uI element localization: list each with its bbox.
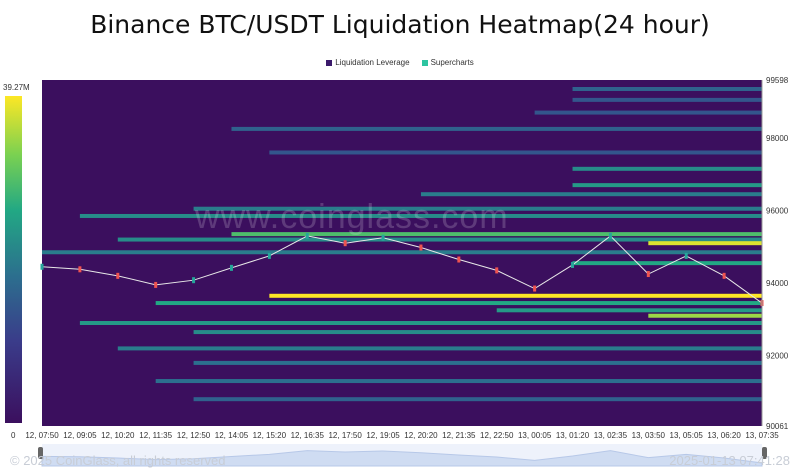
price-line	[41, 235, 763, 304]
x-tick-label: 12, 19:05	[366, 431, 400, 440]
x-tick-label: 12, 21:35	[442, 431, 476, 440]
liquidation-band	[231, 126, 762, 131]
legend-swatch-supercharts	[421, 59, 428, 66]
x-tick-label: 12, 20:20	[404, 431, 438, 440]
x-tick-label: 12, 15:20	[253, 431, 287, 440]
price-candle	[381, 234, 385, 241]
liquidation-band	[269, 293, 762, 298]
x-tick-label: 12, 09:05	[63, 431, 97, 440]
price-candle	[116, 272, 120, 279]
x-tick-label: 12, 11:35	[139, 431, 172, 440]
price-candle	[533, 285, 537, 292]
legend-label-liquidation-leverage: Liquidation Leverage	[335, 58, 410, 67]
y-tick-label: 90061	[766, 422, 789, 431]
liquidation-band	[496, 308, 762, 313]
legend-swatch-liquidation-leverage	[326, 59, 333, 66]
copyright-text: © 2025 CoinGlass, all rights reserved	[10, 453, 226, 468]
price-candle	[722, 272, 726, 279]
y-tick-label: 98000	[766, 134, 789, 143]
liquidation-band	[572, 86, 762, 91]
liquidation-band	[269, 150, 762, 155]
liquidation-band	[79, 321, 763, 326]
legend-label-supercharts: Supercharts	[430, 58, 474, 67]
price-candle	[40, 263, 44, 270]
price-candle	[495, 267, 499, 274]
navigator-area	[41, 450, 763, 467]
y-tick-label: 99598	[766, 76, 789, 85]
x-tick-label: 13, 02:35	[594, 431, 628, 440]
liquidation-band	[648, 313, 762, 318]
liquidation-band	[193, 206, 762, 211]
liquidation-band	[193, 360, 762, 365]
price-candle	[457, 256, 461, 263]
price-candle	[267, 252, 271, 259]
price-candle	[343, 240, 347, 247]
x-tick-label: 12, 10:20	[101, 431, 135, 440]
liquidation-band	[117, 237, 762, 242]
x-tick-label: 12, 17:50	[328, 431, 362, 440]
timestamp-text: 2025-01-13 07:41:28	[669, 453, 790, 468]
price-candle	[78, 266, 82, 273]
liquidation-band	[42, 250, 762, 255]
legend-item-liquidation-leverage[interactable]: Liquidation Leverage	[326, 58, 410, 67]
x-tick-label: 12, 07:50	[25, 431, 59, 440]
chart-title: Binance BTC/USDT Liquidation Heatmap(24 …	[90, 10, 710, 39]
liquidation-band	[79, 213, 763, 218]
y-tick-label: 94000	[766, 279, 789, 288]
liquidation-band	[534, 110, 762, 115]
x-tick-label: 13, 05:05	[670, 431, 704, 440]
liquidation-band	[572, 261, 762, 266]
x-tick-label: 13, 00:05	[518, 431, 552, 440]
price-candle	[571, 261, 575, 268]
x-tick-label: 13, 01:20	[556, 431, 590, 440]
liquidation-band	[155, 379, 762, 384]
x-tick-label: 12, 14:05	[215, 431, 249, 440]
liquidation-band	[420, 192, 762, 197]
liquidation-band	[117, 346, 762, 351]
legend-item-supercharts[interactable]: Supercharts	[421, 58, 474, 67]
price-candle	[229, 264, 233, 271]
liquidation-band	[648, 241, 762, 246]
liquidation-band	[572, 97, 762, 102]
colorbar-max-label: 39.27M	[3, 83, 30, 92]
navigator-right-handle[interactable]	[762, 447, 767, 459]
price-candle	[646, 271, 650, 278]
liquidation-band	[572, 183, 762, 188]
chart-legend: Liquidation Leverage Supercharts	[0, 58, 800, 67]
price-candle	[419, 244, 423, 251]
y-tick-label: 92000	[766, 352, 789, 361]
x-tick-label: 12, 16:35	[291, 431, 325, 440]
price-candle	[305, 232, 309, 239]
liquidation-band	[572, 166, 762, 171]
navigator-left-handle[interactable]	[38, 447, 43, 459]
x-tick-label: 13, 06:20	[707, 431, 741, 440]
x-tick-label: 13, 07:35	[745, 431, 779, 440]
x-tick-label: 12, 22:50	[480, 431, 514, 440]
liquidation-band	[231, 232, 762, 237]
y-tick-label: 96000	[766, 207, 789, 216]
price-candle	[192, 277, 196, 284]
colorbar-gradient[interactable]	[5, 96, 22, 423]
liquidation-band	[155, 301, 762, 306]
x-tick-label: 12, 12:50	[177, 431, 211, 440]
x-tick-label: 13, 03:50	[632, 431, 666, 440]
price-candle	[684, 252, 688, 259]
liquidation-band	[193, 397, 762, 402]
colorbar-min-label: 0	[11, 431, 16, 440]
liquidation-band	[193, 330, 762, 335]
price-candle	[608, 232, 612, 239]
price-candle	[154, 281, 158, 288]
